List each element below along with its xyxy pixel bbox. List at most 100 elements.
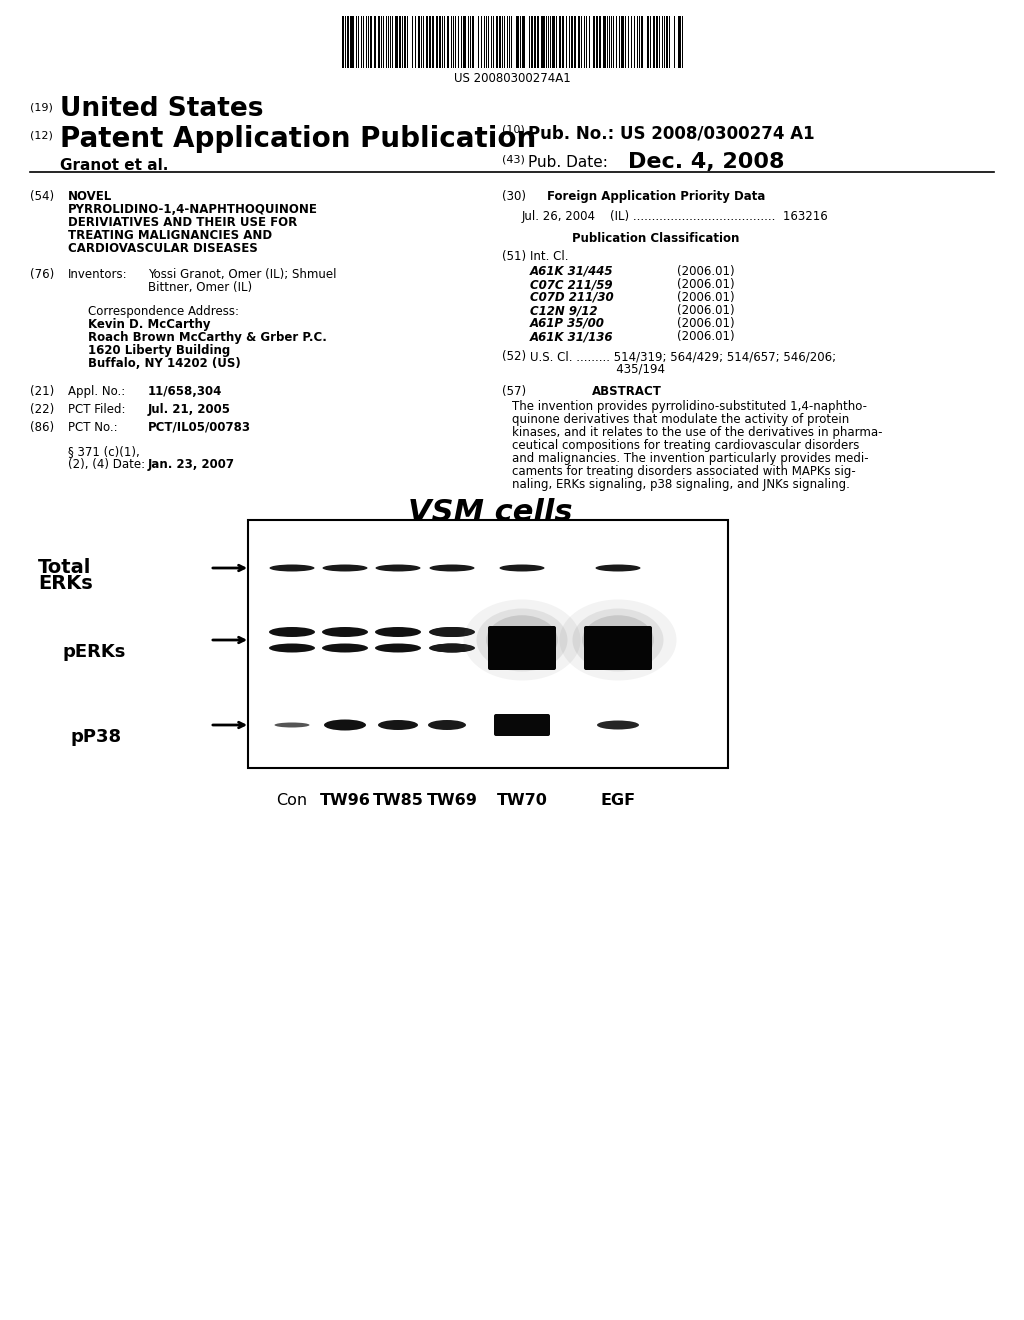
Text: Yossi Granot, Omer (IL); Shmuel: Yossi Granot, Omer (IL); Shmuel <box>148 268 337 281</box>
Text: Int. Cl.: Int. Cl. <box>530 249 568 263</box>
Text: Foreign Application Priority Data: Foreign Application Priority Data <box>547 190 765 203</box>
Bar <box>596 16 598 69</box>
Ellipse shape <box>431 627 473 638</box>
Ellipse shape <box>429 565 474 572</box>
Ellipse shape <box>559 599 677 681</box>
Text: 1620 Liberty Building: 1620 Liberty Building <box>88 345 230 356</box>
Bar <box>342 16 344 69</box>
Bar <box>395 16 398 69</box>
Bar <box>404 16 406 69</box>
Text: PYRROLIDINO-1,4-NAPHTHOQUINONE: PYRROLIDINO-1,4-NAPHTHOQUINONE <box>68 203 317 216</box>
FancyBboxPatch shape <box>584 626 652 671</box>
Text: (76): (76) <box>30 268 54 281</box>
Text: (2), (4) Date:: (2), (4) Date: <box>68 458 145 471</box>
Text: (10): (10) <box>502 125 524 135</box>
Text: (2006.01): (2006.01) <box>677 304 734 317</box>
Text: Kevin D. McCarthy: Kevin D. McCarthy <box>88 318 211 331</box>
Text: Granot et al.: Granot et al. <box>60 158 168 173</box>
Text: (57): (57) <box>502 385 526 399</box>
Text: VSM cells: VSM cells <box>408 498 572 527</box>
Bar <box>599 16 601 69</box>
Ellipse shape <box>431 644 473 652</box>
Text: United States: United States <box>60 96 263 121</box>
Text: Dec. 4, 2008: Dec. 4, 2008 <box>628 152 784 172</box>
Text: PCT Filed:: PCT Filed: <box>68 403 126 416</box>
Bar <box>574 16 575 69</box>
Text: Roach Brown McCarthy & Grber P.C.: Roach Brown McCarthy & Grber P.C. <box>88 331 327 345</box>
Text: Inventors:: Inventors: <box>68 268 128 281</box>
Bar <box>593 16 595 69</box>
Text: 11/658,304: 11/658,304 <box>148 385 222 399</box>
Text: Jan. 23, 2007: Jan. 23, 2007 <box>148 458 234 471</box>
Text: PCT No.:: PCT No.: <box>68 421 118 434</box>
Text: (86): (86) <box>30 421 54 434</box>
Text: Buffalo, NY 14202 (US): Buffalo, NY 14202 (US) <box>88 356 241 370</box>
Text: EGF: EGF <box>600 793 636 808</box>
Text: TW96: TW96 <box>319 793 371 808</box>
Bar <box>248 520 728 768</box>
Text: A61K 31/136: A61K 31/136 <box>530 330 613 343</box>
Bar <box>571 16 573 69</box>
Ellipse shape <box>464 599 581 681</box>
Text: US 20080300274A1: US 20080300274A1 <box>454 73 570 84</box>
Bar <box>516 16 519 69</box>
Ellipse shape <box>324 719 366 730</box>
Bar <box>499 16 501 69</box>
Ellipse shape <box>486 615 558 665</box>
Ellipse shape <box>596 565 640 572</box>
FancyBboxPatch shape <box>488 626 556 671</box>
Text: Appl. No.:: Appl. No.: <box>68 385 125 399</box>
Bar <box>436 16 438 69</box>
Ellipse shape <box>378 719 418 730</box>
Ellipse shape <box>428 719 466 730</box>
Ellipse shape <box>269 565 314 572</box>
Ellipse shape <box>500 565 545 572</box>
Bar <box>559 16 561 69</box>
Bar <box>578 16 580 69</box>
Text: quinone derivatives that modulate the activity of protein: quinone derivatives that modulate the ac… <box>512 413 849 426</box>
Bar <box>378 16 380 69</box>
Bar <box>531 16 534 69</box>
Text: (2006.01): (2006.01) <box>677 290 734 304</box>
FancyBboxPatch shape <box>494 714 550 737</box>
Text: caments for treating disorders associated with MAPKs sig-: caments for treating disorders associate… <box>512 465 856 478</box>
Bar <box>429 16 431 69</box>
Bar <box>541 16 545 69</box>
Bar <box>666 16 668 69</box>
Bar <box>537 16 539 69</box>
Bar <box>534 16 536 69</box>
Text: NOVEL: NOVEL <box>68 190 113 203</box>
Text: TW85: TW85 <box>373 793 424 808</box>
Ellipse shape <box>583 615 653 665</box>
Text: (22): (22) <box>30 403 54 416</box>
Bar <box>447 16 449 69</box>
Text: (2006.01): (2006.01) <box>677 317 734 330</box>
Text: TREATING MALIGNANCIES AND: TREATING MALIGNANCIES AND <box>68 228 272 242</box>
Text: pERKs: pERKs <box>62 643 125 661</box>
Bar <box>496 16 498 69</box>
Ellipse shape <box>269 627 315 638</box>
Text: Patent Application Publication: Patent Application Publication <box>60 125 537 153</box>
Bar <box>432 16 434 69</box>
Text: naling, ERKs signaling, p38 signaling, and JNKs signaling.: naling, ERKs signaling, p38 signaling, a… <box>512 478 850 491</box>
Text: Jul. 21, 2005: Jul. 21, 2005 <box>148 403 231 416</box>
Bar <box>439 16 441 69</box>
Text: Con: Con <box>276 793 307 808</box>
Text: (2006.01): (2006.01) <box>677 330 734 343</box>
Bar <box>603 16 606 69</box>
Text: A61K 31/445: A61K 31/445 <box>530 265 613 279</box>
Text: (21): (21) <box>30 385 54 399</box>
Text: (2006.01): (2006.01) <box>677 265 734 279</box>
Text: C07D 211/30: C07D 211/30 <box>530 290 613 304</box>
Text: DERIVIATIVES AND THEIR USE FOR: DERIVIATIVES AND THEIR USE FOR <box>68 216 297 228</box>
Text: Publication Classification: Publication Classification <box>572 232 739 246</box>
Text: PCT/IL05/00783: PCT/IL05/00783 <box>148 421 251 434</box>
Bar <box>426 16 428 69</box>
Text: (12): (12) <box>30 129 53 140</box>
Ellipse shape <box>597 721 639 730</box>
Ellipse shape <box>375 644 421 652</box>
Bar <box>399 16 401 69</box>
Text: Pub. No.: US 2008/0300274 A1: Pub. No.: US 2008/0300274 A1 <box>528 125 815 143</box>
Ellipse shape <box>476 609 567 672</box>
Bar <box>653 16 655 69</box>
